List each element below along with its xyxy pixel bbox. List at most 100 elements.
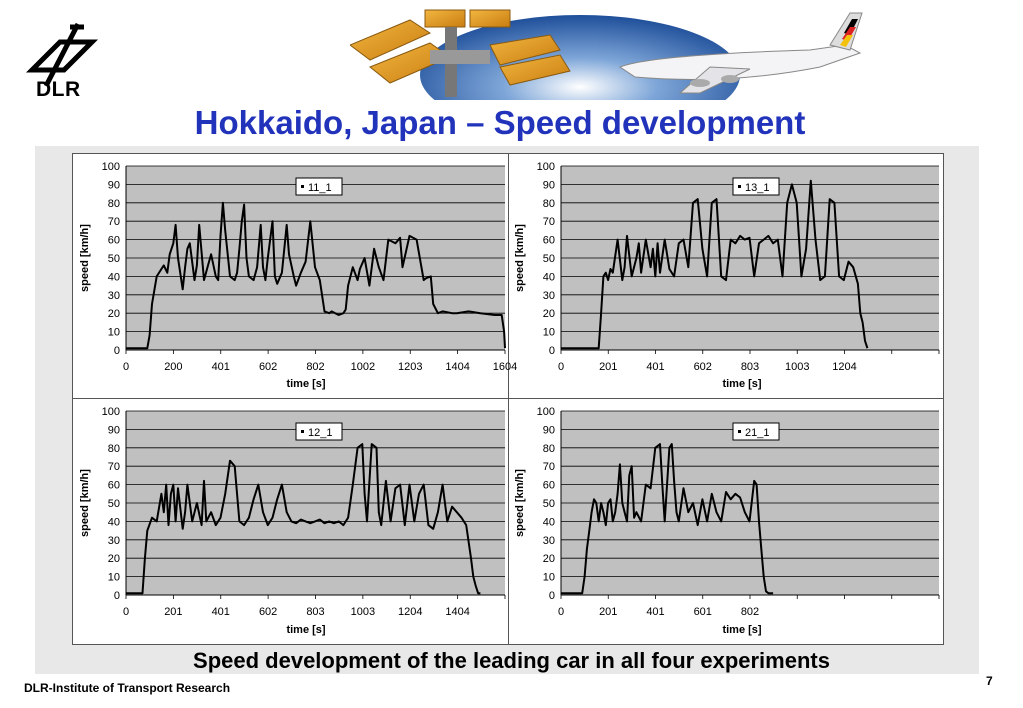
- x-tick-label: 602: [259, 361, 277, 373]
- speed-series-line: [126, 201, 506, 350]
- y-tick-label: 40: [543, 271, 555, 283]
- legend-box: [295, 177, 343, 196]
- y-tick-label: 0: [549, 345, 555, 357]
- y-tick-label: 30: [543, 535, 555, 547]
- legend-box: [732, 422, 780, 441]
- y-tick-label: 60: [543, 235, 555, 247]
- x-tick-label: 201: [599, 606, 617, 618]
- x-tick-label: 0: [558, 606, 564, 618]
- footer-institute: DLR-Institute of Transport Research: [24, 681, 231, 695]
- x-tick-label: 803: [306, 606, 324, 618]
- y-tick-label: 30: [108, 290, 120, 302]
- y-tick-label: 10: [108, 327, 120, 339]
- y-tick-label: 40: [108, 271, 120, 283]
- page-number: 7: [986, 674, 993, 688]
- y-tick-label: 0: [549, 590, 555, 602]
- speed-series-line: [561, 179, 869, 350]
- y-tick-label: 10: [108, 572, 120, 584]
- y-tick-label: 40: [543, 516, 555, 528]
- x-tick-label: 200: [164, 361, 182, 373]
- y-tick-label: 90: [543, 424, 555, 436]
- y-tick-label: 50: [108, 498, 120, 510]
- x-tick-label: 602: [694, 361, 712, 373]
- x-tick-label: 602: [259, 606, 277, 618]
- y-tick-label: 20: [108, 553, 120, 565]
- x-tick-label: 0: [558, 361, 564, 373]
- y-tick-label: 100: [102, 406, 120, 418]
- x-tick-label: 401: [212, 361, 230, 373]
- legend-marker: [301, 185, 304, 188]
- legend-label: 13_1: [745, 182, 769, 194]
- y-tick-label: 80: [108, 198, 120, 210]
- slide-caption: Speed development of the leading car in …: [193, 648, 830, 673]
- y-tick-label: 60: [543, 480, 555, 492]
- y-axis-label: speed [km/h]: [79, 469, 91, 537]
- y-tick-label: 80: [108, 443, 120, 455]
- x-tick-label: 401: [646, 606, 664, 618]
- x-tick-label: 201: [599, 361, 617, 373]
- x-tick-label: 401: [212, 606, 230, 618]
- slide-title: Hokkaido, Japan – Speed development: [194, 104, 806, 141]
- x-tick-label: 201: [164, 606, 182, 618]
- x-axis-label: time [s]: [722, 624, 761, 636]
- x-tick-label: 1003: [351, 606, 375, 618]
- x-axis-label: time [s]: [286, 624, 325, 636]
- x-tick-label: 802: [306, 361, 324, 373]
- y-tick-label: 80: [543, 198, 555, 210]
- y-tick-label: 100: [537, 161, 555, 173]
- legend-label: 21_1: [745, 427, 769, 439]
- x-tick-label: 1204: [398, 606, 422, 618]
- x-tick-label: 401: [646, 361, 664, 373]
- x-tick-label: 1404: [445, 361, 469, 373]
- x-tick-label: 1604: [493, 361, 517, 373]
- legend-marker: [301, 430, 304, 433]
- y-tick-label: 20: [108, 308, 120, 320]
- y-axis-label: speed [km/h]: [514, 469, 526, 537]
- legend-label: 12_1: [308, 427, 332, 439]
- y-axis-label: speed [km/h]: [514, 224, 526, 292]
- y-tick-label: 70: [108, 216, 120, 228]
- legend-box: [732, 177, 780, 196]
- space-station-icon: [350, 9, 571, 97]
- chart-divider-horizontal: [72, 398, 943, 399]
- logo-text: DLR: [36, 78, 81, 101]
- x-tick-label: 1003: [785, 361, 809, 373]
- x-axis-label: time [s]: [286, 378, 325, 390]
- y-tick-label: 50: [543, 253, 555, 265]
- y-tick-label: 90: [543, 179, 555, 191]
- legend-box: [295, 422, 343, 441]
- y-tick-label: 80: [543, 443, 555, 455]
- y-tick-label: 70: [108, 461, 120, 473]
- x-axis-label: time [s]: [722, 378, 761, 390]
- x-tick-label: 802: [741, 606, 759, 618]
- y-tick-label: 70: [543, 216, 555, 228]
- dlr-logo: [25, 22, 99, 88]
- x-tick-label: 0: [123, 606, 129, 618]
- y-tick-label: 90: [108, 424, 120, 436]
- legend-marker: [738, 185, 741, 188]
- speed-series-line: [561, 443, 774, 595]
- legend-label: 11_1: [308, 182, 332, 194]
- y-tick-label: 30: [543, 290, 555, 302]
- x-tick-label: 803: [741, 361, 759, 373]
- y-axis-label: speed [km/h]: [79, 224, 91, 292]
- y-tick-label: 30: [108, 535, 120, 547]
- y-tick-label: 20: [543, 553, 555, 565]
- y-tick-label: 60: [108, 480, 120, 492]
- legend-marker: [738, 430, 741, 433]
- x-tick-label: 1204: [832, 361, 856, 373]
- y-tick-label: 0: [114, 590, 120, 602]
- y-tick-label: 100: [102, 161, 120, 173]
- speed-series-line: [126, 443, 481, 595]
- y-tick-label: 60: [108, 235, 120, 247]
- y-tick-label: 50: [108, 253, 120, 265]
- y-tick-label: 0: [114, 345, 120, 357]
- x-tick-label: 0: [123, 361, 129, 373]
- y-tick-label: 100: [537, 406, 555, 418]
- x-tick-label: 1002: [351, 361, 375, 373]
- x-tick-label: 1203: [398, 361, 422, 373]
- x-tick-label: 601: [694, 606, 712, 618]
- banner-image: [350, 9, 863, 100]
- x-tick-label: 1404: [445, 606, 469, 618]
